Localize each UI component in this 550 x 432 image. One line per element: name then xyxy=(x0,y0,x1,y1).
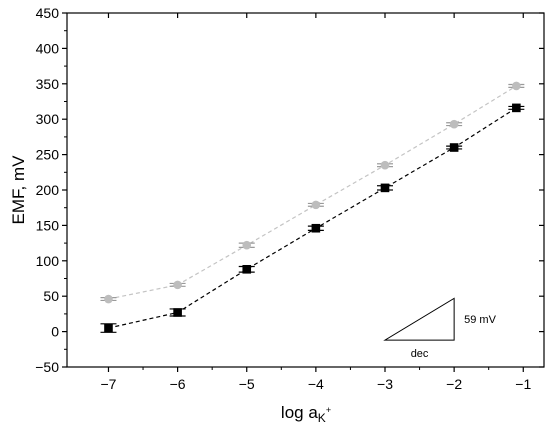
x-tick-label: −5 xyxy=(239,376,255,392)
x-tick-label: −3 xyxy=(377,376,393,392)
y-tick-label: 350 xyxy=(36,76,60,92)
data-point xyxy=(311,223,321,233)
data-point xyxy=(311,200,321,210)
x-tick-label: −4 xyxy=(308,376,324,392)
data-point xyxy=(512,103,521,113)
data-point xyxy=(512,81,521,91)
y-tick-label: 450 xyxy=(36,5,60,21)
series-line xyxy=(108,85,517,300)
series-line xyxy=(108,107,517,329)
data-point xyxy=(104,294,113,304)
data-point xyxy=(104,323,113,333)
x-tick-label: −1 xyxy=(515,376,531,392)
data-point xyxy=(380,183,390,193)
x-axis-title-main: log a xyxy=(281,403,318,422)
x-axis-title: log aK+ xyxy=(281,403,331,425)
series-0 xyxy=(100,81,525,304)
y-tick-label: 150 xyxy=(36,217,60,233)
x-axis-title-superscript: + xyxy=(326,405,331,415)
slope-triangle xyxy=(383,297,455,341)
data-point xyxy=(242,240,252,250)
y-tick-label: 200 xyxy=(36,182,60,198)
x-tick-label: −2 xyxy=(446,376,462,392)
y-axis-title: EMF, mV xyxy=(9,155,28,225)
y-tick-label: 100 xyxy=(36,253,60,269)
slope-annotation: dec 59 mV xyxy=(383,297,497,360)
y-tick-label: 300 xyxy=(36,111,60,127)
data-point xyxy=(173,308,182,317)
data-point xyxy=(380,160,390,170)
data-point xyxy=(449,143,459,152)
data-point xyxy=(449,119,459,129)
slope-run-label: dec xyxy=(411,348,429,360)
axis-ticks: −7 −6 −5 −4 −3 −2 −1 −50 0 50 100 150 200 250 300 350 40… xyxy=(35,5,544,392)
data-point xyxy=(173,280,182,290)
series-layer xyxy=(100,81,525,333)
y-tick-label: 50 xyxy=(43,288,59,304)
y-tick-label: 250 xyxy=(36,147,60,163)
x-axis-title-subscript: K xyxy=(318,411,326,425)
slope-rise-label: 59 mV xyxy=(464,314,496,326)
y-tick-label: 0 xyxy=(51,324,59,340)
y-tick-label: −50 xyxy=(35,359,59,375)
data-point xyxy=(242,264,252,274)
series-1 xyxy=(100,103,525,333)
x-tick-label: −6 xyxy=(170,376,186,392)
x-tick-label: −7 xyxy=(100,376,116,392)
y-tick-label: 400 xyxy=(36,40,60,56)
